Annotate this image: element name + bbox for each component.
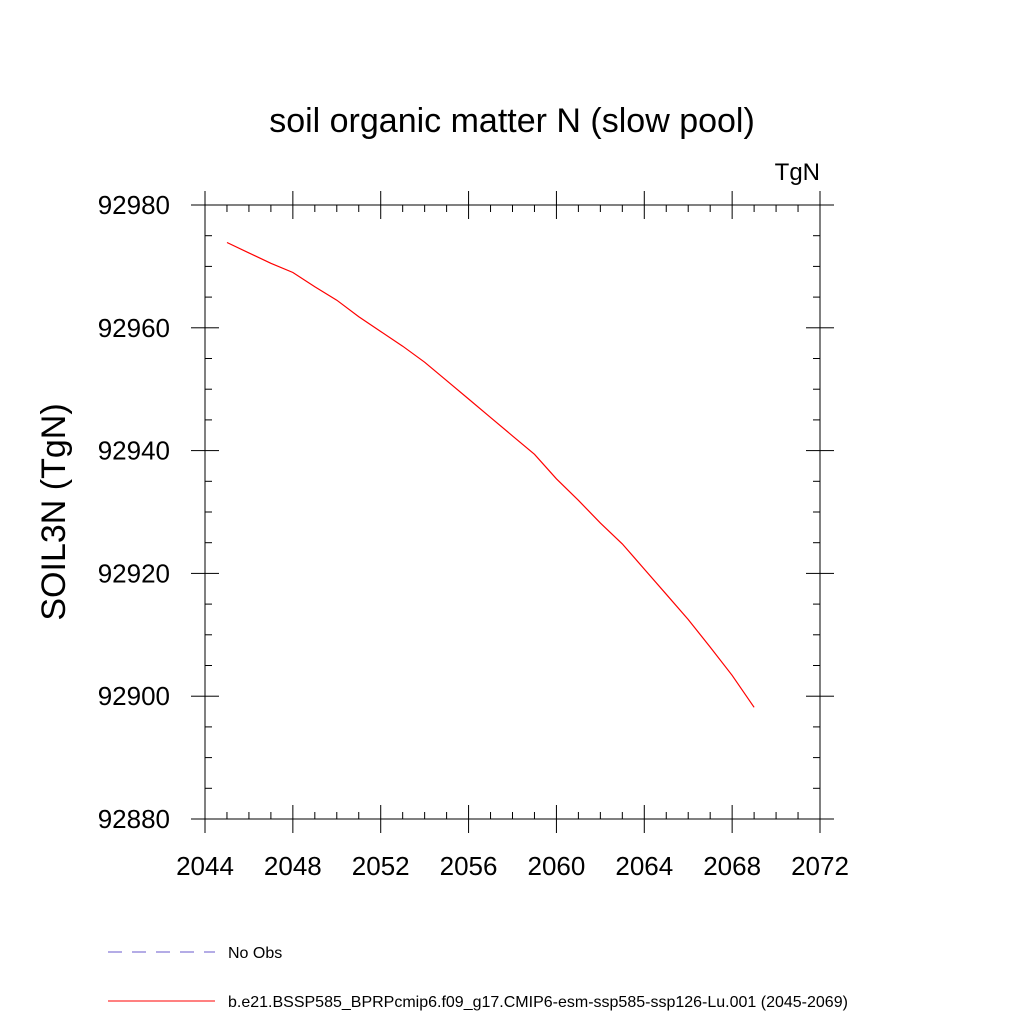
legend: No Obs b.e21.BSSP585_BPRPcmip6.f09_g17.CM… xyxy=(108,945,848,1011)
x-tick-label: 2044 xyxy=(176,851,234,881)
legend-label-1: b.e21.BSSP585_BPRPcmip6.f09_g17.CMIP6-es… xyxy=(228,994,848,1011)
y-tick-label: 92880 xyxy=(98,804,170,834)
y-tick-label: 92960 xyxy=(98,313,170,343)
units-label: TgN xyxy=(775,159,820,186)
y-tick-label: 92920 xyxy=(98,558,170,588)
y-tick-label: 92980 xyxy=(98,190,170,220)
x-tick-label: 2068 xyxy=(703,851,761,881)
x-tick-label: 2060 xyxy=(528,851,586,881)
x-tick-label: 2052 xyxy=(352,851,410,881)
plot-frame xyxy=(204,204,821,820)
legend-label-0: No Obs xyxy=(228,945,282,962)
x-tick-label: 2048 xyxy=(264,851,322,881)
y-tick-label: 92940 xyxy=(98,436,170,466)
x-tick-label: 2072 xyxy=(791,851,849,881)
chart-title: soil organic matter N (slow pool) xyxy=(269,102,755,140)
x-tick-label: 2064 xyxy=(615,851,673,881)
series-layer xyxy=(226,241,755,708)
series-line-1 xyxy=(226,241,755,708)
axis-ticks: 2044 2048 2052 2056 2060 2064 2068 2072 92880 929… xyxy=(98,190,849,881)
x-tick-label: 2056 xyxy=(440,851,498,881)
y-tick-label: 92900 xyxy=(98,681,170,711)
y-axis-label: SOIL3N (TgN) xyxy=(35,403,73,620)
